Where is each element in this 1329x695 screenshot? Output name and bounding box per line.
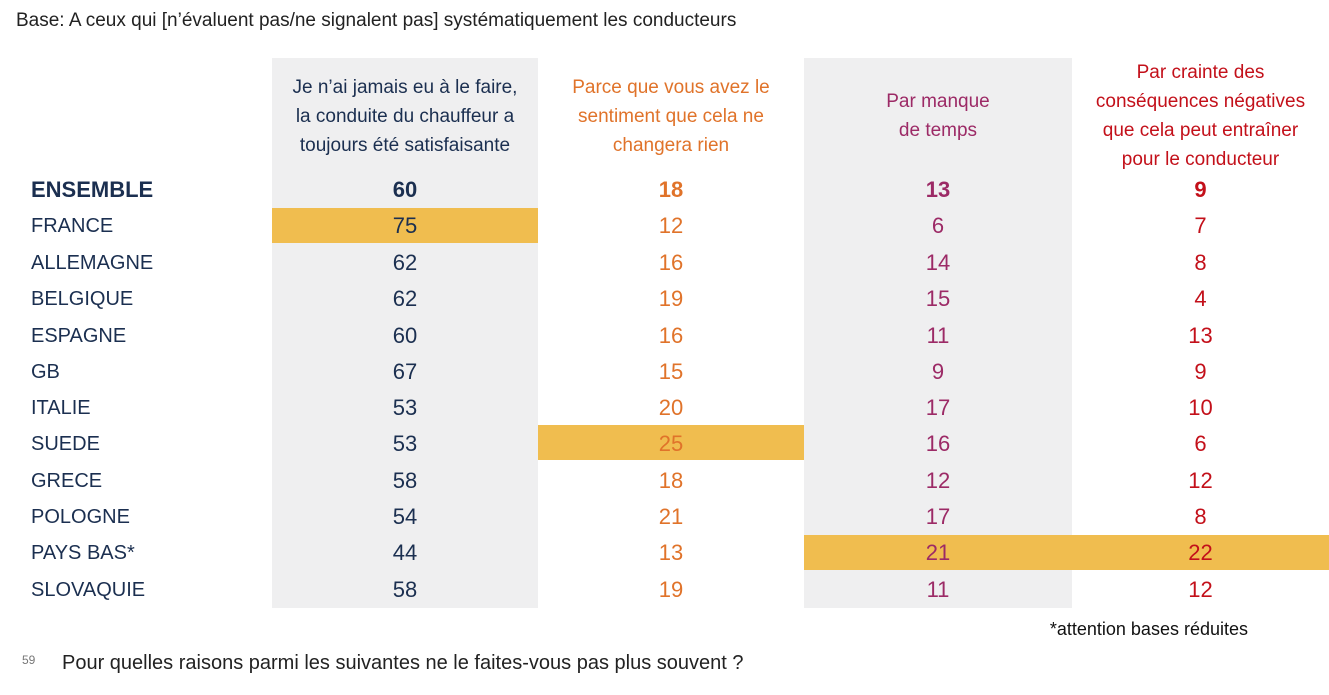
row-label: ENSEMBLE (31, 177, 154, 202)
table-cell: 12 (1188, 577, 1213, 602)
footnote: *attention bases réduites (1049, 619, 1248, 639)
highlight-paysbas-col3 (804, 535, 1072, 570)
survey-question: Pour quelles raisons parmi les suivantes… (62, 652, 744, 674)
table-cell: 19 (658, 577, 684, 602)
row-label: GB (31, 361, 60, 383)
table-cell: 21 (925, 540, 951, 565)
table-cell: 21 (658, 504, 684, 529)
header-line: la conduite du chauffeur a (295, 105, 515, 127)
base-description: Base: A ceux qui [n’évaluent pas/ne sign… (16, 10, 737, 31)
table-cell: 18 (658, 468, 684, 493)
table-cell: 58 (392, 468, 418, 493)
table-cell: 22 (1188, 540, 1213, 565)
column-3-background (804, 58, 1072, 608)
row-label: SUEDE (31, 433, 100, 455)
header-line: sentiment que cela ne (578, 105, 764, 127)
table-row: ITALIE 53 20 17 10 (0, 390, 1329, 426)
table-cell: 11 (926, 323, 950, 348)
table-cell: 19 (658, 286, 684, 311)
table-cell: 4 (1194, 286, 1207, 311)
table-row: ENSEMBLE 60 18 13 9 (0, 172, 1329, 208)
table-cell: 10 (1188, 395, 1213, 420)
table-cell: 15 (925, 286, 951, 311)
header-line: toujours été satisfaisante (299, 134, 511, 156)
header-line: Je n’ai jamais eu à le faire, (292, 76, 518, 98)
table-cell: 16 (925, 431, 951, 456)
table-cell: 13 (925, 177, 951, 202)
highlight-france-col1 (272, 208, 538, 243)
table-cell: 6 (1194, 431, 1207, 456)
row-label: BELGIQUE (31, 288, 134, 310)
table-cell: 12 (1188, 468, 1213, 493)
table-cell: 62 (392, 286, 418, 311)
row-label: ITALIE (31, 397, 91, 419)
row-label: GRECE (31, 470, 103, 492)
column-header-lack-of-time: Par manque de temps (804, 58, 1072, 174)
header-line: pour le conducteur (1121, 149, 1280, 170)
table-row: FRANCE 75 12 6 7 (0, 208, 1329, 244)
column-header-no-need: Je n’ai jamais eu à le faire, la conduit… (272, 58, 538, 174)
column-header-fear-consequences: Par crainte des conséquences négatives q… (1072, 58, 1329, 174)
table-cell: 25 (658, 431, 684, 456)
table-cell: 12 (658, 213, 684, 238)
table-row: PAYS BAS* 44 13 21 22 (0, 535, 1329, 571)
table-cell: 7 (1194, 213, 1207, 238)
table-cell: 8 (1194, 504, 1207, 529)
table-cell: 67 (392, 359, 418, 384)
table-row: ESPAGNE 60 16 11 13 (0, 318, 1329, 354)
header-line: changera rien (612, 134, 730, 156)
table-cell: 60 (392, 177, 418, 202)
table-cell: 12 (925, 468, 951, 493)
table-cell: 14 (925, 250, 951, 275)
page-number: 59 (22, 653, 36, 667)
table-cell: 58 (392, 577, 418, 602)
table-cell: 9 (931, 359, 945, 384)
table-cell: 53 (392, 395, 418, 420)
table-row: SUEDE 53 25 16 6 (0, 426, 1329, 462)
table-cell: 9 (1194, 177, 1207, 202)
row-label: ESPAGNE (31, 325, 127, 347)
table-row: BELGIQUE 62 19 15 4 (0, 281, 1329, 317)
table-cell: 16 (658, 250, 684, 275)
row-label: SLOVAQUIE (31, 579, 146, 601)
table-row: GB 67 15 9 9 (0, 354, 1329, 390)
table-row: POLOGNE 54 21 17 8 (0, 499, 1329, 535)
table-row: ALLEMAGNE 62 16 14 8 (0, 245, 1329, 281)
header-line: Par manque (886, 91, 990, 112)
header-line: que cela peut entraîner (1102, 120, 1299, 141)
table-cell: 15 (658, 359, 684, 384)
table-cell: 54 (392, 504, 418, 529)
header-line: conséquences négatives (1095, 91, 1306, 112)
table-row: SLOVAQUIE 58 19 11 12 (0, 572, 1329, 608)
table-cell: 8 (1194, 250, 1207, 275)
table-cell: 17 (925, 504, 951, 529)
table-cell: 75 (392, 213, 418, 238)
row-label: PAYS BAS* (31, 542, 135, 564)
table-cell: 16 (658, 323, 684, 348)
highlight-suede-col2 (538, 425, 804, 460)
table-row: GRECE 58 18 12 12 (0, 463, 1329, 499)
table-cell: 13 (658, 540, 684, 565)
table-cell: 18 (658, 177, 684, 202)
row-label: ALLEMAGNE (31, 252, 154, 274)
table-cell: 6 (931, 213, 945, 238)
table-cell: 17 (925, 395, 951, 420)
header-line: Parce que vous avez le (572, 76, 770, 98)
table-cell: 62 (392, 250, 418, 275)
row-label: FRANCE (31, 215, 114, 237)
column-1-background (272, 58, 538, 608)
header-line: de temps (898, 120, 978, 141)
row-label: POLOGNE (31, 506, 130, 528)
highlight-paysbas-col4 (1072, 535, 1329, 570)
table-cell: 53 (392, 431, 418, 456)
table-cell: 44 (392, 540, 418, 565)
table-cell: 13 (1188, 323, 1213, 348)
column-header-wont-change: Parce que vous avez le sentiment que cel… (538, 58, 804, 174)
table-cell: 60 (392, 323, 418, 348)
table-cell: 9 (1194, 359, 1207, 384)
header-line: Par crainte des (1136, 62, 1265, 83)
table-cell: 11 (926, 577, 950, 602)
table-cell: 20 (658, 395, 684, 420)
